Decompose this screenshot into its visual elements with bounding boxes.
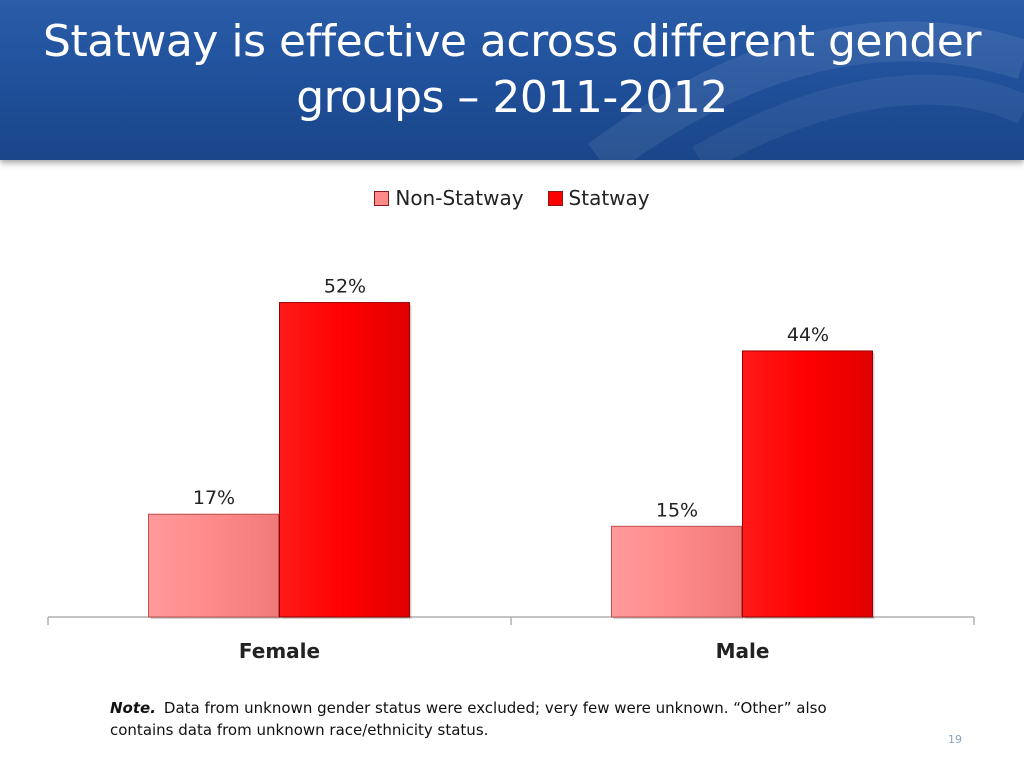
bar-statway-female [279,302,410,618]
data-label-statway-male: 44% [787,324,829,346]
chart-legend: Non-Statway Statway [0,186,1024,210]
slide-title: Statway is effective across different ge… [43,16,981,123]
legend-item-non-statway: Non-Statway [374,186,524,210]
header-swirl-decoration [588,21,1024,160]
bar-non-statway-female [148,513,279,618]
category-label-male: Male [716,639,770,663]
legend-label-non-statway: Non-Statway [395,186,524,210]
data-label-non-statway-male: 15% [656,499,698,521]
note-label: Note. [110,699,156,717]
legend-swatch-statway [547,190,563,206]
data-label-non-statway-female: 17% [193,487,235,509]
page-number: 19 [948,733,962,746]
legend-item-statway: Statway [547,186,650,210]
legend-swatch-non-statway [374,190,390,206]
slide-header: Statway is effective across different ge… [0,0,1024,160]
data-label-statway-female: 52% [324,276,366,298]
slide-note: Note. Data from unknown gender status wer… [110,697,870,741]
note-text: Data from unknown gender status were exc… [110,699,827,739]
category-label-female: Female [239,639,320,663]
bar-non-statway-male [611,525,742,618]
legend-label-statway: Statway [568,186,650,210]
bar-statway-male [742,350,873,618]
